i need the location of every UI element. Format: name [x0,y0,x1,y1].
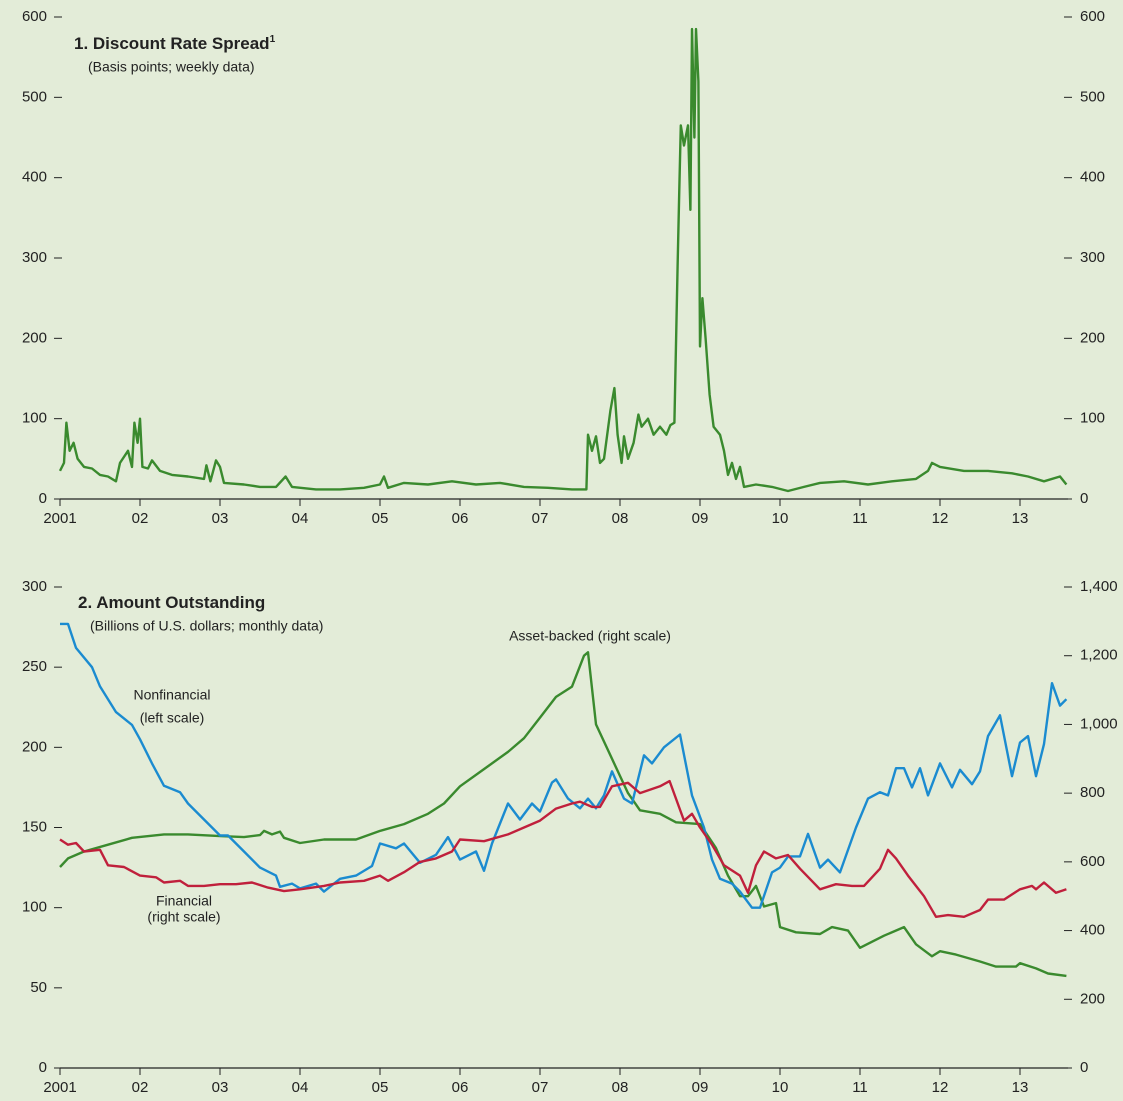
y2-tick-label: 1,400 [1080,578,1118,595]
y-tick-label: 300 [22,578,47,595]
y2-tick-label: 100 [1080,410,1105,427]
y-tick-label: 0 [39,1059,47,1076]
y2-tick-label: 0 [1080,1059,1088,1076]
x-tick-label: 07 [532,510,549,527]
annotation: Nonfinancial [133,687,210,703]
y-tick-label: 250 [22,658,47,675]
x-tick-label: 09 [692,1079,709,1096]
x-tick-label: 03 [212,1079,229,1096]
x-tick-label: 13 [1012,1079,1029,1096]
x-tick-label: 05 [372,510,389,527]
x-tick-label: 10 [772,1079,789,1096]
y2-tick-label: 1,200 [1080,647,1118,664]
x-tick-label: 10 [772,510,789,527]
x-tick-label: 12 [932,510,949,527]
title-text: 2. Amount Outstanding [78,593,265,612]
x-tick-label: 03 [212,510,229,527]
x-tick-label: 04 [292,510,309,527]
y2-tick-label: 400 [1080,922,1105,939]
series-line [60,622,1068,909]
panel-title: 2. Amount Outstanding [78,593,265,612]
y-tick-label: 600 [22,8,47,25]
x-tick-label: 02 [132,1079,149,1096]
x-tick-label: 07 [532,1079,549,1096]
y-tick-label: 300 [22,249,47,266]
x-tick-label: 13 [1012,510,1029,527]
y2-tick-label: 400 [1080,169,1105,186]
x-tick-label: 12 [932,1079,949,1096]
series-line [58,27,1068,493]
annotation: (left scale) [140,710,205,726]
title-text: 1. Discount Rate Spread [74,34,270,53]
x-tick-label: 08 [612,1079,629,1096]
x-tick-label: 08 [612,510,629,527]
y-tick-label: 150 [22,818,47,835]
annotation: Asset-backed (right scale) [509,628,671,644]
x-tick-label: 05 [372,1079,389,1096]
x-tick-label: 02 [132,510,149,527]
series-line [59,651,1067,978]
series-line [59,779,1067,918]
y-tick-label: 100 [22,899,47,916]
x-tick-label: 2001 [43,510,76,527]
y-tick-label: 100 [22,410,47,427]
y-tick-label: 50 [30,979,47,996]
y2-tick-label: 500 [1080,88,1105,105]
y-tick-label: 200 [22,329,47,346]
y-tick-label: 400 [22,169,47,186]
panel-subtitle: (Basis points; weekly data) [88,59,255,75]
y2-tick-label: 800 [1080,784,1105,801]
x-tick-label: 09 [692,510,709,527]
y-tick-label: 500 [22,88,47,105]
x-tick-label: 04 [292,1079,309,1096]
x-tick-label: 11 [852,510,868,527]
y2-tick-label: 600 [1080,8,1105,25]
y2-tick-label: 1,000 [1080,715,1118,732]
x-tick-label: 11 [852,1079,868,1096]
x-tick-label: 06 [452,1079,469,1096]
y2-tick-label: 200 [1080,990,1105,1007]
y2-tick-label: 600 [1080,853,1105,870]
y2-tick-label: 300 [1080,249,1105,266]
y2-tick-label: 200 [1080,329,1105,346]
annotation: (right scale) [147,909,220,925]
panel-subtitle: (Billions of U.S. dollars; monthly data) [90,618,323,634]
panel-title: 1. Discount Rate Spread1 [74,34,276,54]
x-tick-label: 06 [452,510,469,527]
y2-tick-label: 0 [1080,490,1088,507]
annotation: Financial [156,893,212,909]
y-tick-label: 0 [39,490,47,507]
y-tick-label: 200 [22,738,47,755]
x-tick-label: 2001 [43,1079,76,1096]
title-note: 1 [270,34,276,45]
